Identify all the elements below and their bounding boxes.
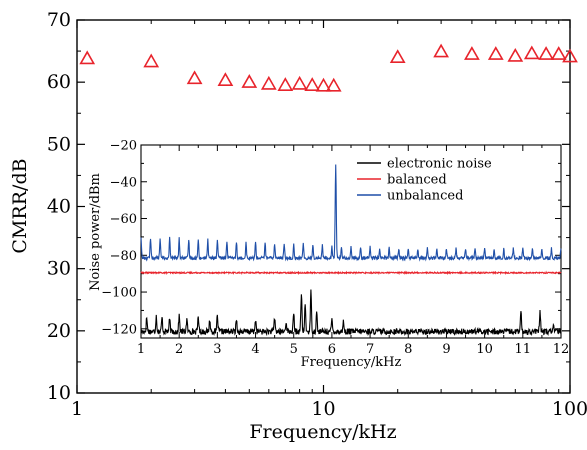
- inset-x-tick-label: 12: [553, 342, 570, 357]
- cmrr-data-point: [464, 46, 480, 60]
- inset-series-line: [140, 289, 562, 337]
- inset-ticks: [140, 144, 562, 338]
- inset-tick-labels: −120−100−80−60−40−201 2 3 4 5 6 7 8 9 10 11 12: [101, 139, 569, 358]
- cmrr-data-point: [277, 77, 294, 91]
- cmrr-data-point: [315, 77, 332, 92]
- main-x-tick-label: 100: [552, 398, 587, 420]
- main-y-tick-label: 30: [47, 258, 71, 280]
- main-y-tick-label: 60: [47, 71, 71, 93]
- cmrr-data-point: [550, 46, 567, 60]
- inset-series-line: [140, 270, 562, 276]
- cmrr-data-point: [507, 47, 524, 62]
- cmrr-data-point: [487, 46, 504, 60]
- inset-series-lines: [140, 164, 562, 337]
- inset-x-tick-label: 8: [404, 342, 412, 357]
- main-y-tick-label: 10: [47, 382, 71, 404]
- cmrr-data-point: [217, 72, 234, 86]
- cmrr-data-point: [143, 53, 160, 68]
- main-x-tick-label: 1: [71, 398, 83, 420]
- cmrr-data-point: [538, 46, 554, 60]
- cmrr-data-point: [79, 50, 96, 65]
- legend-label: electronic noise: [387, 157, 492, 172]
- inset-y-axis-label: Noise power/dBm: [88, 173, 103, 291]
- legend-label: unbalanced: [387, 189, 463, 204]
- inset-x-tick-label: 7: [366, 342, 374, 357]
- inset-y-tick-label: −120: [101, 322, 137, 337]
- inset-y-tick-label: −20: [110, 139, 137, 154]
- inset-x-tick-label: 10: [476, 342, 493, 357]
- cmrr-data-point: [433, 43, 449, 58]
- inset-x-tick-label: 2: [175, 342, 183, 357]
- inset-plot: −120−100−80−60−40−201 2 3 4 5 6 7 8 9 10 11 12 elec…: [88, 139, 569, 371]
- main-y-tick-label: 40: [47, 196, 71, 218]
- inset-x-tick-label: 1: [137, 342, 145, 357]
- cmrr-data-point: [260, 75, 277, 90]
- cmrr-data-point: [523, 45, 540, 60]
- inset-y-tick-label: −40: [110, 175, 137, 190]
- inset-x-tick-label: 3: [213, 342, 221, 357]
- inset-y-tick-label: −100: [101, 286, 137, 301]
- cmrr-data-point: [325, 77, 342, 92]
- inset-series-line: [140, 164, 562, 262]
- legend-label: balanced: [387, 173, 447, 188]
- main-ticks: [76, 19, 571, 394]
- inset-x-tick-label: 11: [515, 342, 532, 357]
- cmrr-data-point: [186, 70, 203, 85]
- inset-x-tick-label: 4: [251, 342, 259, 357]
- main-y-axis-label: CMRR/dB: [9, 158, 31, 253]
- main-y-tick-label: 70: [47, 9, 71, 31]
- main-y-tick-label: 50: [47, 133, 71, 155]
- inset-x-tick-label: 6: [328, 342, 336, 357]
- main-x-tick-label: 10: [311, 398, 335, 420]
- inset-y-tick-label: −80: [110, 249, 137, 264]
- inset-background: [141, 145, 561, 338]
- inset-x-tick-label: 9: [442, 342, 450, 357]
- inset-y-tick-label: −60: [110, 212, 137, 227]
- main-y-tick-label: 20: [47, 320, 71, 342]
- cmrr-data-point: [291, 75, 308, 90]
- cmrr-data-point: [562, 48, 578, 63]
- main-data-points: [79, 43, 578, 92]
- main-x-axis-label: Frequency/kHz: [249, 421, 396, 443]
- cmrr-data-point: [241, 74, 258, 88]
- cmrr-data-point: [389, 49, 406, 63]
- inset-x-axis-label: Frequency/kHz: [301, 355, 402, 370]
- inset-x-tick-label: 5: [290, 342, 298, 357]
- cmrr-data-point: [304, 77, 321, 91]
